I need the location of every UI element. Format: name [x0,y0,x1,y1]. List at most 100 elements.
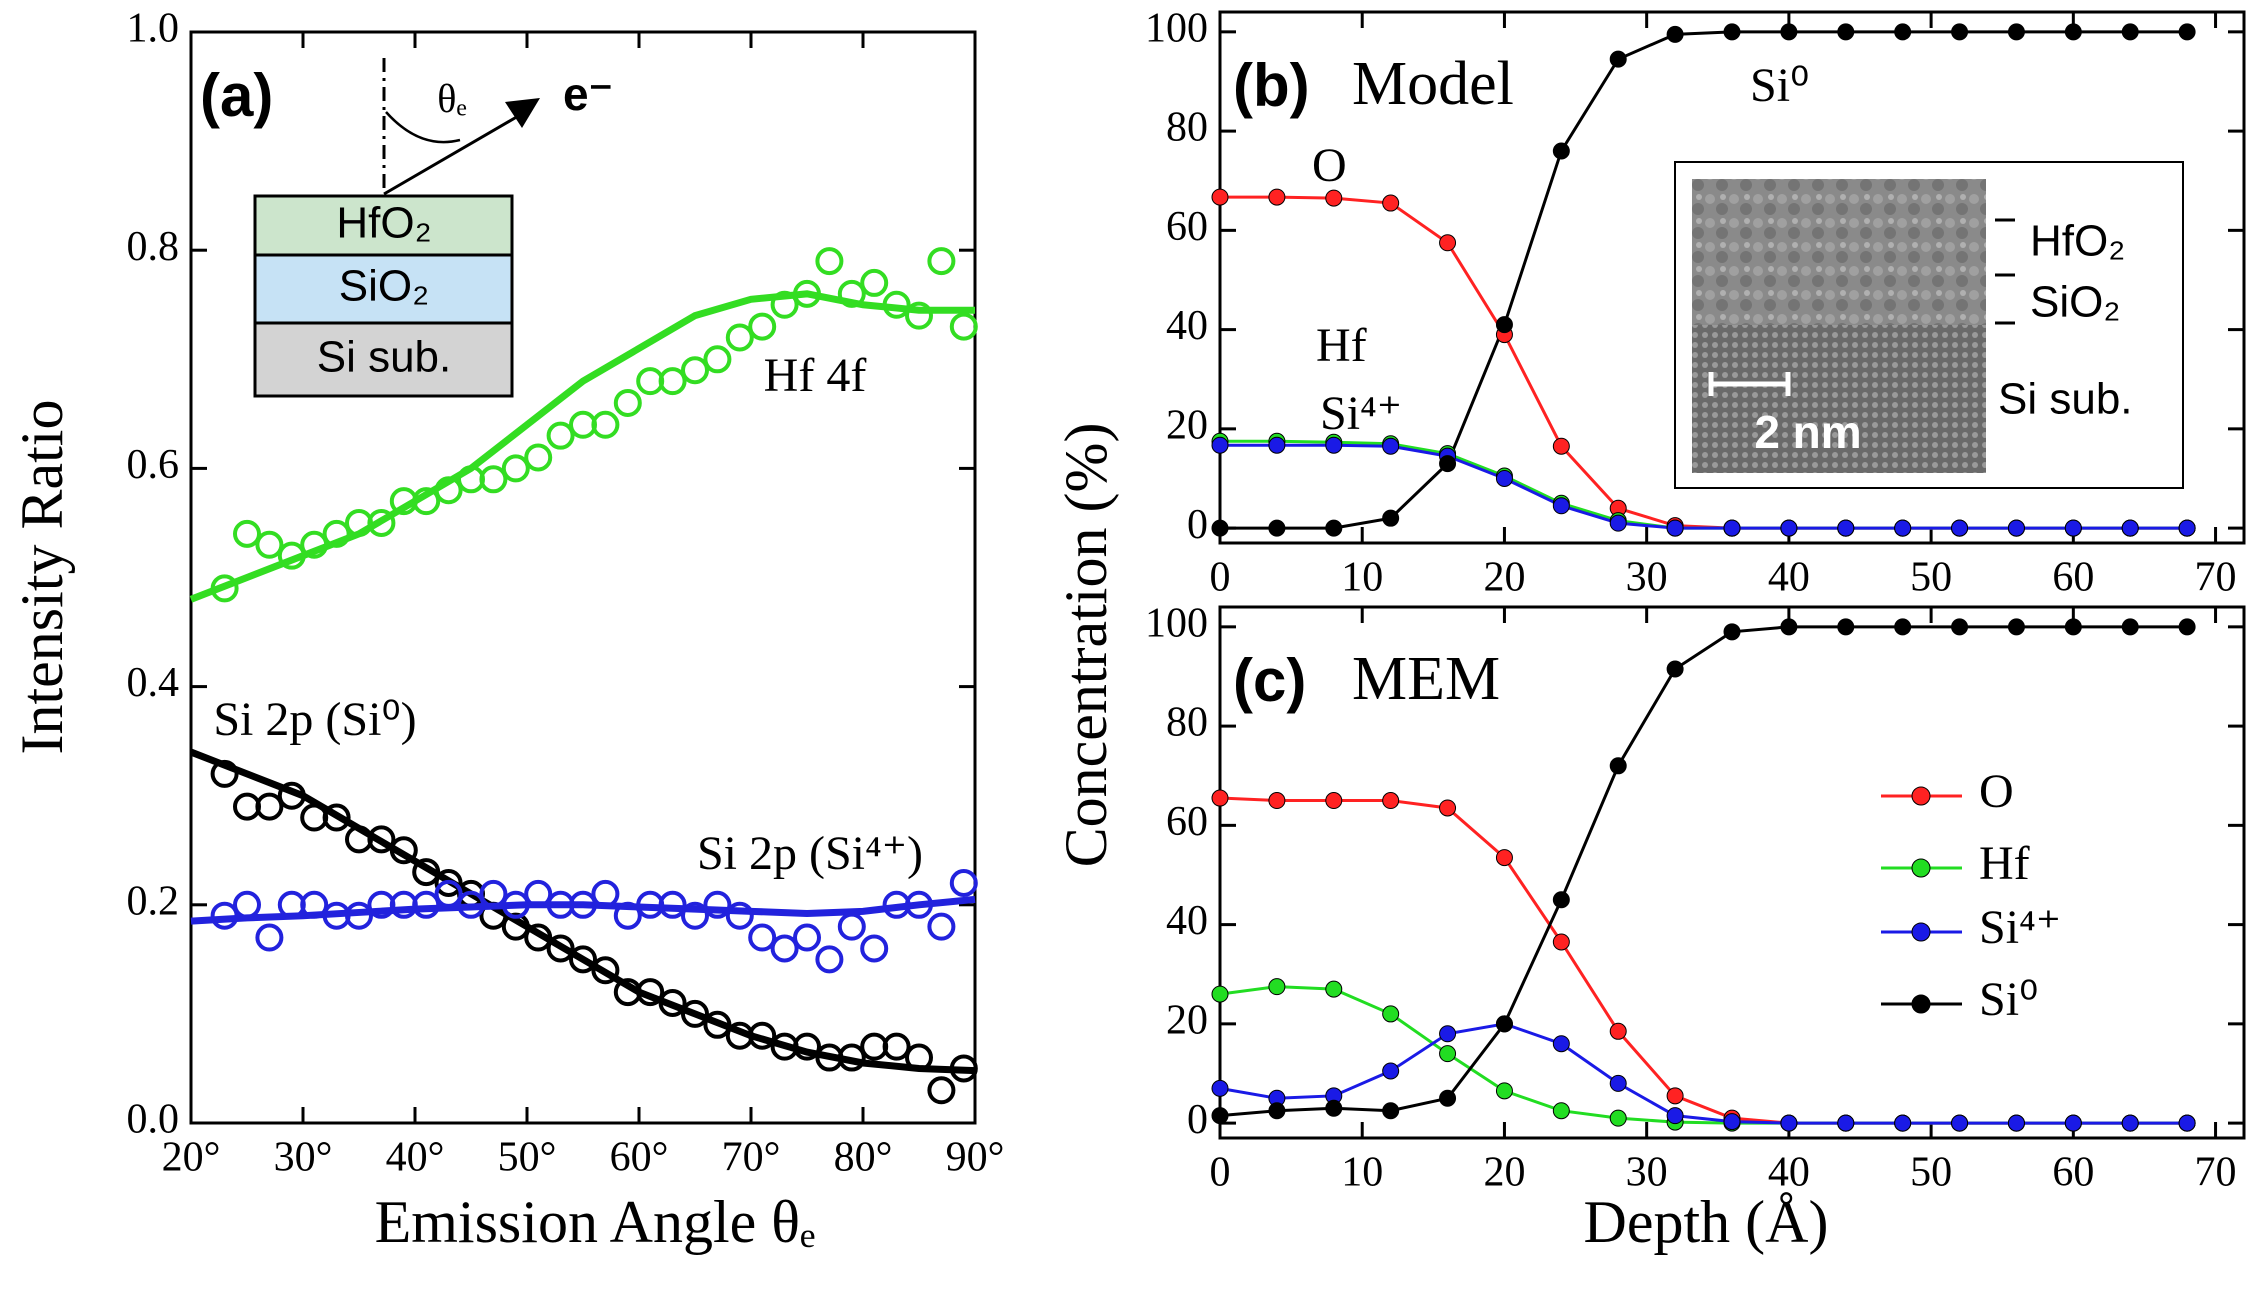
x-tick-label: 20 [1483,1150,1525,1196]
tem-label: HfO₂ [2030,217,2125,266]
x-tick-label: 40 [1768,1150,1810,1196]
data-point [1325,792,1343,810]
data-point [2178,618,2196,636]
data-point [457,890,485,919]
data-point [1439,455,1457,473]
data-point [1780,23,1798,41]
data-point [1780,519,1798,537]
data-point [1268,1102,1286,1120]
legend-marker [1911,994,1931,1014]
data-point [1495,469,1513,487]
x-tick-label: 30 [1626,1150,1668,1196]
layer-label: Si sub. [317,333,452,382]
panel-label: (b) [1233,52,1310,119]
x-tick-label: 60° [610,1135,669,1181]
data-point [1609,1074,1627,1092]
legend-label: O [1979,765,2014,818]
data-point [1495,316,1513,334]
data-point [613,388,642,417]
data-point [770,934,799,963]
series-line [1219,985,2188,1125]
data-point [949,1054,978,1083]
data-point [1666,1087,1684,1105]
y-axis-label: Intensity Ratio [9,400,75,755]
data-point [905,301,933,330]
data-point [1837,519,1855,537]
data-point [815,247,844,276]
y-axis-label: Concentration (%) [1053,423,1119,868]
data-point [1382,792,1400,810]
legend-label: Si⁰ [1979,973,2038,1026]
data-point [255,792,284,821]
data-point [569,945,597,974]
data-point [1552,142,1570,160]
x-tick-label: 20 [1483,555,1525,601]
data-point [1951,23,1969,41]
data-point [2121,618,2139,636]
data-point [2007,23,2025,41]
x-tick-label: 60 [2052,1150,2094,1196]
data-point [927,912,956,941]
data-point [1552,497,1570,515]
series-label: Si 2p (Si⁴⁺) [697,827,923,880]
data-point [2178,23,2196,41]
data-point [703,345,732,374]
electron-arrow [505,98,540,128]
legend-marker [1911,858,1931,878]
x-tick-label: 50 [1910,555,1952,601]
data-point [1211,1079,1229,1097]
data-point [2121,519,2139,537]
data-point [434,868,463,897]
x-tick-label: 30 [1626,555,1668,601]
data-point [1780,618,1798,636]
data-point [837,279,866,308]
tem-label: Si sub. [1998,375,2133,424]
data-point [1211,789,1229,807]
data-point [1439,234,1457,252]
data-point [658,367,687,396]
data-point [1837,618,1855,636]
data-point [1325,189,1343,207]
panel-title: MEM [1352,645,1500,713]
plot-frame [189,30,977,1125]
y-tick-label: 0.4 [127,660,180,706]
data-point [277,541,306,570]
x-tick-label: 0 [1210,1150,1231,1196]
data-point [1382,509,1400,527]
data-point [210,759,239,788]
data-point [793,923,821,952]
data-point [1211,188,1229,206]
data-point [725,323,754,352]
series-label: O [1312,139,1347,192]
y-tick-label: 100 [1145,600,1208,646]
data-point [1552,933,1570,951]
y-tick-label: 60 [1166,204,1208,250]
y-tick-label: 80 [1166,105,1208,151]
data-point [412,858,441,887]
data-point [524,879,553,908]
data-point [1552,1035,1570,1053]
si-layer [253,321,514,398]
series-line [1219,625,2188,1118]
data-point [1723,623,1741,641]
data-point [277,781,306,810]
data-point [2178,1114,2196,1132]
data-point [725,901,754,930]
data-point [681,901,709,930]
data-point [389,836,418,865]
data-point [300,890,329,919]
data-point [233,519,261,548]
data-point [927,1076,956,1105]
data-point [2121,23,2139,41]
plot-frame [1218,10,2246,545]
data-point [501,890,530,919]
data-point [1723,23,1741,41]
data-point [1495,1015,1513,1033]
x-tick-label: 90° [946,1135,1005,1181]
data-point [1609,1109,1627,1127]
sio2-layer [253,253,514,325]
data-point [837,1043,866,1072]
data-point [479,465,508,494]
series-line [1220,443,2188,530]
